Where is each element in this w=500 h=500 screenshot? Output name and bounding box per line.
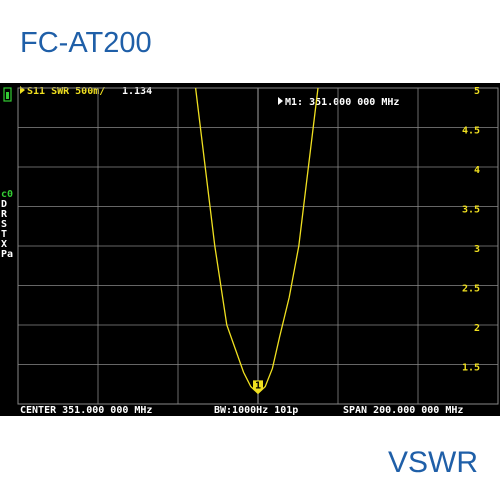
footer-bw: BW:1000Hz 101p xyxy=(214,405,298,416)
side-label: T xyxy=(1,229,7,240)
y-tick-label: 5 xyxy=(474,86,480,97)
marker-label: 1 xyxy=(255,380,261,391)
y-tick-label: 1.5 xyxy=(462,363,480,374)
y-tick-label: 2.5 xyxy=(462,284,480,295)
screen xyxy=(0,83,500,416)
footer-center: CENTER 351.000 000 MHz xyxy=(20,405,152,416)
side-label: X xyxy=(1,239,7,250)
trace-label: S11 SWR 500m/ xyxy=(27,86,105,97)
marker-readout: M1: 351.000 000 MHz xyxy=(285,97,399,108)
trace-readout: 1.134 xyxy=(122,86,152,97)
footer-span: SPAN 200.000 000 MHz xyxy=(343,405,463,416)
page-title: FC-AT200 xyxy=(20,27,152,59)
y-tick-label: 2 xyxy=(474,323,480,334)
y-tick-label: 4.5 xyxy=(462,126,480,137)
page-caption: VSWR xyxy=(388,446,478,479)
y-tick-label: 3 xyxy=(474,244,480,255)
marker-arrow xyxy=(278,97,283,105)
y-tick-label: 4 xyxy=(474,165,480,176)
side-label: D xyxy=(1,199,7,210)
side-label: R xyxy=(1,209,8,220)
side-label: S xyxy=(1,219,7,230)
side-label: c0 xyxy=(1,189,13,200)
battery-icon xyxy=(3,87,12,102)
side-label: Pa xyxy=(1,249,13,260)
battery-level xyxy=(6,92,9,99)
marker xyxy=(253,380,263,394)
y-tick-label: 3.5 xyxy=(462,205,480,216)
trace-line xyxy=(194,87,319,395)
